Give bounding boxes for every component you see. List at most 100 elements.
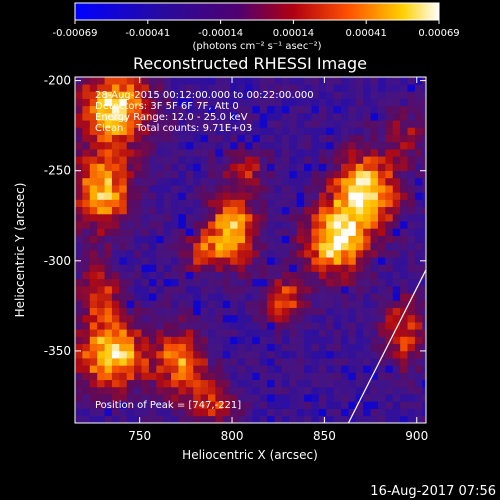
heatmap-cell (333, 264, 342, 272)
heatmap-cell (163, 242, 172, 251)
heatmap-cell (392, 120, 401, 128)
heatmap-cell (414, 343, 423, 352)
heatmap-cell (134, 286, 142, 294)
heatmap-cell (178, 242, 187, 251)
heatmap-cell (119, 141, 128, 150)
heatmap-cell (341, 113, 349, 121)
heatmap-cell (237, 286, 246, 294)
heatmap-cell (171, 250, 179, 258)
heatmap-cell (185, 314, 194, 323)
heatmap-cell (326, 264, 334, 272)
heatmap-cell (97, 250, 105, 258)
heatmap-cell (215, 343, 224, 352)
heatmap-cell (341, 394, 349, 402)
heatmap-cell (252, 105, 261, 114)
heatmap-cell (363, 77, 371, 85)
heatmap-cell (222, 105, 231, 114)
heatmap-cell (377, 358, 386, 366)
heatmap-cell (97, 408, 105, 417)
heatmap-cell (311, 307, 320, 316)
heatmap-cell (244, 177, 253, 186)
heatmap-cell (200, 192, 209, 200)
heatmap-cell (422, 242, 426, 251)
heatmap-cell (178, 329, 187, 337)
heatmap-cell (377, 350, 386, 359)
heatmap-cell (274, 242, 283, 251)
heatmap-cell (208, 394, 216, 402)
heatmap-cell (193, 394, 201, 402)
heatmap-cell (208, 163, 216, 172)
heatmap-cell (370, 250, 379, 258)
heatmap-cell (304, 170, 312, 179)
heatmap-cell (104, 120, 113, 128)
heatmap-cell (111, 163, 120, 172)
heatmap-cell (377, 264, 386, 272)
heatmap-cell (259, 84, 268, 92)
heatmap-cell (326, 221, 334, 229)
heatmap-cell (156, 394, 164, 402)
heatmap-cell (82, 307, 91, 316)
heatmap-cell (75, 163, 83, 172)
heatmap-cell (289, 120, 297, 128)
heatmap-cell (274, 264, 283, 272)
heatmap-cell (163, 415, 172, 423)
heatmap-cell (363, 235, 371, 244)
heatmap-cell (259, 221, 268, 229)
heatmap-cell (222, 350, 231, 359)
heatmap-cell (104, 264, 113, 272)
heatmap-cell (156, 127, 164, 135)
heatmap-cell (230, 336, 238, 345)
heatmap-cell (326, 307, 334, 316)
heatmap-cell (259, 300, 268, 308)
heatmap-cell (156, 257, 164, 265)
heatmap-cell (363, 293, 371, 301)
heatmap-cell (82, 98, 91, 107)
heatmap-cell (148, 91, 157, 99)
heatmap-cell (244, 149, 253, 157)
heatmap-cell (267, 91, 275, 99)
heatmap-cell (104, 192, 113, 200)
heatmap-cell (341, 293, 349, 301)
heatmap-cell (178, 213, 187, 222)
heatmap-cell (237, 77, 246, 85)
heatmap-cell (341, 300, 349, 308)
heatmap-cell (355, 235, 364, 244)
heatmap-cell (281, 379, 290, 388)
heatmap-cell (274, 163, 283, 172)
info-line-3: Energy Range: 12.0 - 25.0 keV (95, 112, 248, 123)
heatmap-cell (237, 163, 246, 172)
heatmap-cell (377, 257, 386, 265)
heatmap-cell (171, 408, 179, 417)
y-tick-label: -300 (44, 254, 71, 268)
heatmap-cell (370, 350, 379, 359)
heatmap-cell (341, 307, 349, 316)
heatmap-cell (148, 379, 157, 388)
heatmap-cell (370, 199, 379, 208)
heatmap-cell (178, 113, 187, 121)
heatmap-cell (89, 365, 98, 373)
heatmap-cell (230, 307, 238, 316)
heatmap-cell (355, 408, 364, 417)
colorbar-unit-label: (photons cm⁻² s⁻¹ asec⁻²) (192, 41, 321, 52)
heatmap-cell (82, 365, 91, 373)
heatmap-cell (237, 372, 246, 381)
heatmap-cell (304, 278, 312, 287)
heatmap-cell (407, 120, 416, 128)
heatmap-cell (414, 372, 423, 381)
heatmap-cell (148, 156, 157, 164)
heatmap-cell (252, 250, 261, 258)
heatmap-cell (407, 221, 416, 229)
heatmap-cell (148, 343, 157, 352)
heatmap-cell (111, 213, 120, 222)
heatmap-cell (193, 350, 201, 359)
heatmap-cell (422, 293, 426, 301)
heatmap-cell (333, 213, 342, 222)
heatmap-cell (237, 365, 246, 373)
heatmap-cell (222, 372, 231, 381)
heatmap-cell (237, 98, 246, 107)
heatmap-cell (119, 221, 128, 229)
heatmap-cell (400, 343, 408, 352)
heatmap-cell (407, 365, 416, 373)
heatmap-cell (230, 206, 238, 215)
heatmap-cell (82, 372, 91, 381)
